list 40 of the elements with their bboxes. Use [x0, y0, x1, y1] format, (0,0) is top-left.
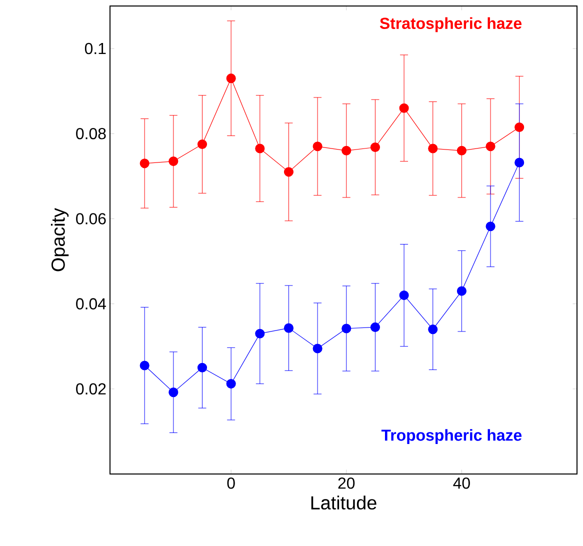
point — [226, 379, 236, 389]
y-tick-label: 0.08 — [76, 128, 106, 140]
y-axis-title: Opacity — [50, 208, 69, 272]
point — [284, 167, 294, 177]
y-tick-label: 0.02 — [76, 383, 106, 395]
point — [312, 344, 322, 354]
point — [284, 323, 294, 333]
point — [168, 156, 178, 166]
point — [428, 144, 438, 154]
x-axis-title: Latitude — [311, 496, 376, 510]
point — [255, 144, 265, 154]
y-tick-label: 0.04 — [76, 298, 106, 310]
point — [399, 290, 409, 300]
y-tick-label: 0.06 — [76, 213, 106, 224]
point — [456, 286, 466, 296]
point — [370, 142, 380, 152]
y-tick-label: 0.1 — [84, 42, 106, 54]
point — [486, 222, 496, 232]
point — [226, 74, 236, 84]
x-tick-label: 0 — [227, 478, 235, 489]
point — [370, 322, 380, 332]
point — [342, 146, 352, 156]
point — [514, 122, 524, 132]
point — [140, 158, 150, 168]
x-tick-label: 40 — [453, 478, 470, 489]
point — [140, 360, 150, 370]
x-tick-label: 20 — [338, 478, 355, 489]
point — [486, 142, 496, 152]
point — [399, 103, 409, 113]
point — [428, 324, 438, 334]
point — [514, 158, 524, 168]
point — [456, 146, 466, 156]
point — [255, 328, 265, 338]
point — [197, 362, 208, 372]
point — [168, 388, 178, 398]
text: Tropospheric haze — [381, 429, 522, 444]
point — [312, 142, 322, 152]
text: Stratospheric haze — [380, 17, 522, 32]
point — [197, 139, 208, 150]
point — [342, 324, 352, 334]
